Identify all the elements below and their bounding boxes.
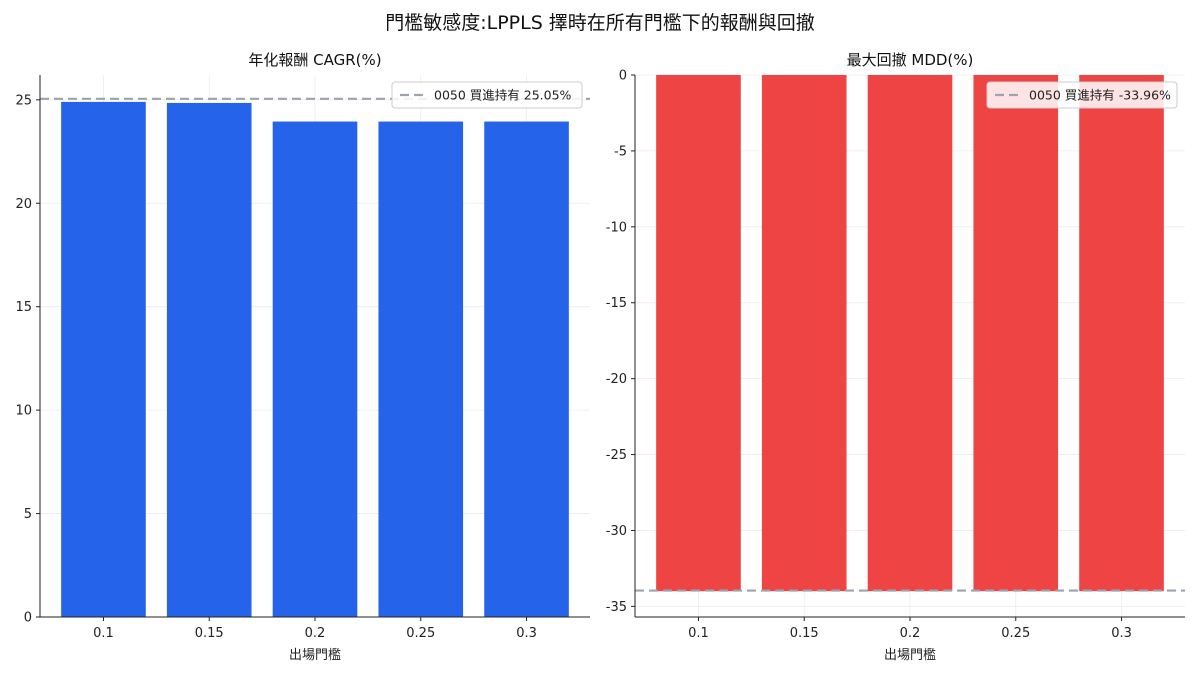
bar-0.25 [973,75,1059,592]
y-tick-label: -10 [606,220,627,235]
bar-0.25 [378,121,464,617]
bar-0.1 [61,101,146,617]
x-axis-label: 出場門檻 [289,647,341,663]
x-tick-label: 0.2 [305,626,326,641]
bar-0.2 [272,121,358,617]
y-tick-label: -5 [614,144,627,159]
legend-box [391,81,583,109]
y-tick-label: -35 [606,600,627,615]
y-tick-label: 0 [619,69,627,84]
bar-0.15 [166,102,252,617]
chart-title: 年化報酬 CAGR(%) [248,51,381,69]
x-tick-label: 0.25 [1001,626,1030,641]
y-tick-label: 25 [15,93,32,108]
legend-label: 0050 買進持有 -33.96% [1029,88,1171,103]
y-tick-label: 5 [24,507,32,522]
bar-0.1 [656,75,741,592]
y-tick-label: -30 [606,524,627,539]
y-tick-label: -25 [606,448,627,463]
figure-title: 門檻敏感度:LPPLS 擇時在所有門檻下的報酬與回撤 [385,12,815,34]
y-tick-label: 0 [24,611,32,626]
x-tick-label: 0.15 [790,626,819,641]
chart-panel-cagr: 0 5 10 15 20 25 0.1 0.15 0.2 0.25 0.3 年化報酬 CAGR(%) 出… [15,51,590,663]
bar-0.15 [761,75,847,592]
x-tick-label: 0.1 [93,626,114,641]
bar-0.3 [484,121,569,617]
bar-0.3 [1079,75,1164,592]
legend-label: 0050 買進持有 25.05% [434,88,572,103]
y-tick-label: -20 [606,372,627,387]
chart-panel-mdd: 0 -5 -10 -15 -20 -25 -30 -35 0.1 0.15 0.2 0.25 0.3 最大… [606,51,1185,663]
x-tick-label: 0.3 [516,626,537,641]
legend-box [986,81,1178,109]
x-tick-label: 0.25 [406,626,435,641]
y-tick-label: 20 [15,197,32,212]
x-axis-label: 出場門檻 [884,647,936,663]
bar-0.2 [867,75,953,592]
x-tick-label: 0.3 [1111,626,1132,641]
x-tick-label: 0.15 [195,626,224,641]
y-tick-label: 15 [15,300,32,315]
chart-title: 最大回撤 MDD(%) [847,51,974,69]
x-tick-label: 0.2 [900,626,921,641]
y-tick-label: 10 [15,404,32,419]
y-tick-label: -15 [606,296,627,311]
x-tick-label: 0.1 [688,626,709,641]
